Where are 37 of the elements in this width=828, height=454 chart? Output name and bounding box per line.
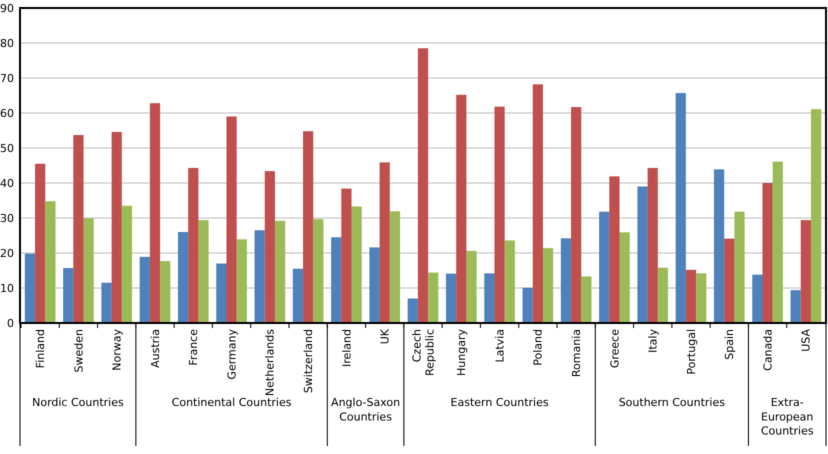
text: Nordic Countries bbox=[32, 396, 124, 409]
x-tick-label: Sweden bbox=[72, 328, 86, 372]
x-tick-label: Austria bbox=[148, 329, 162, 368]
x-tick-label: Czech Republic bbox=[410, 328, 436, 376]
x-tick-label: USA bbox=[800, 328, 813, 352]
x-tick-label: Greece bbox=[608, 328, 622, 368]
x-tick-label: Latvia bbox=[493, 329, 506, 362]
x-tick-label: Ireland bbox=[340, 329, 354, 368]
x-tick-label: France bbox=[187, 328, 200, 366]
text: Southern Countries bbox=[618, 396, 726, 409]
y-tick-label: 30 bbox=[0, 212, 14, 225]
y-tick-label: 0 bbox=[7, 316, 14, 330]
x-tick-label: Portugal bbox=[684, 329, 698, 375]
y-tick-label: 70 bbox=[0, 72, 14, 85]
x-tick-label: UK bbox=[378, 328, 392, 344]
y-tick-label: 80 bbox=[0, 36, 14, 50]
x-tick-label: Canada bbox=[761, 329, 774, 371]
text: Eastern Countries bbox=[450, 396, 549, 409]
x-tick-label: Poland bbox=[532, 329, 545, 366]
x-tick-label: Germany bbox=[225, 328, 238, 380]
y-tick-label: 40 bbox=[0, 176, 14, 190]
y-tick-label: 90 bbox=[0, 2, 14, 15]
x-tick-label: Hungary bbox=[455, 328, 468, 376]
text: Continental Countries bbox=[172, 396, 292, 409]
x-tick-label: Switzerland bbox=[302, 329, 315, 394]
y-tick-label: 20 bbox=[0, 246, 14, 260]
text: Extra-European Countries bbox=[760, 396, 814, 438]
x-tick-label: Norway bbox=[110, 328, 124, 371]
x-tick-label: Romania bbox=[570, 329, 583, 378]
y-tick-label: 50 bbox=[0, 142, 14, 155]
y-tick-label: 10 bbox=[0, 282, 14, 295]
x-tick-label: Finland bbox=[34, 329, 47, 368]
x-tick-label: Spain bbox=[723, 328, 736, 360]
text: Anglo-Saxon Countries bbox=[331, 396, 400, 424]
x-tick-label: Italy bbox=[646, 328, 660, 353]
x-tick-label: Netherlands bbox=[264, 328, 277, 396]
y-tick-label: 60 bbox=[0, 106, 14, 120]
